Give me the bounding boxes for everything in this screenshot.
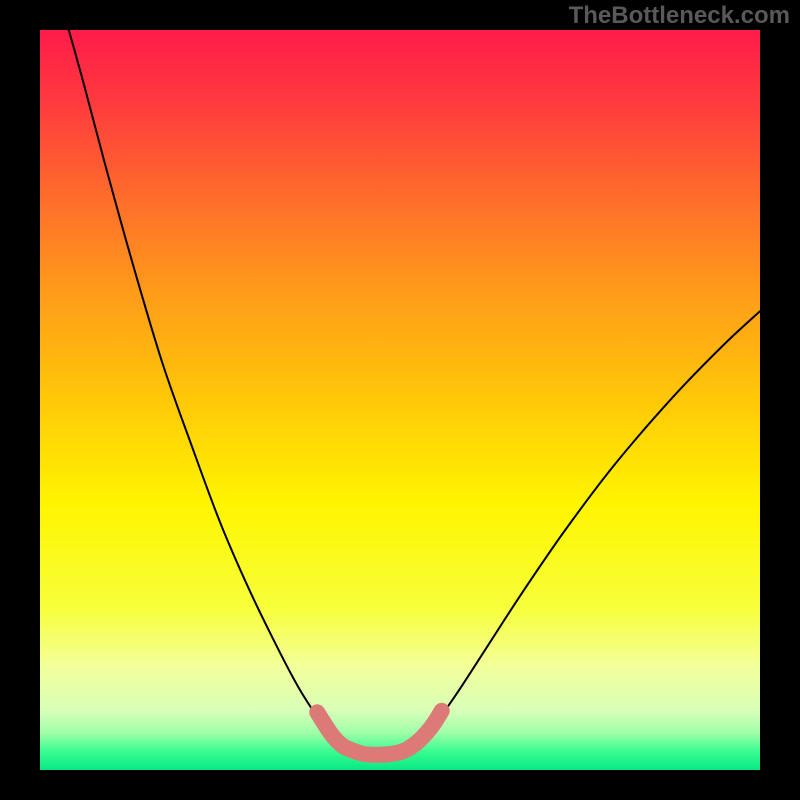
chart-container: TheBottleneck.com: [0, 0, 800, 800]
watermark-text: TheBottleneck.com: [569, 2, 790, 30]
chart-svg: [40, 30, 760, 770]
plot-area: [40, 30, 760, 770]
